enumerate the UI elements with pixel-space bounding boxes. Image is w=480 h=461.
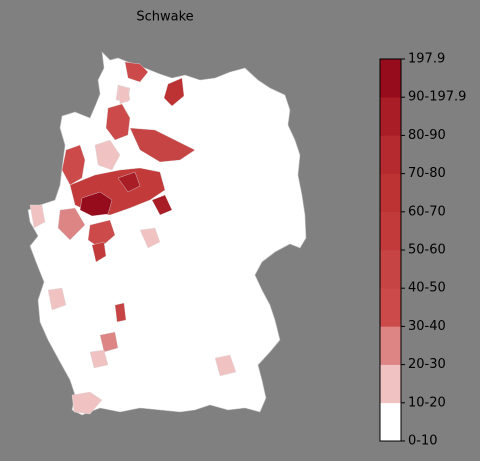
district xyxy=(214,354,237,377)
colorbar-segment xyxy=(380,211,401,251)
colorbar-segment xyxy=(380,326,401,365)
colorbar-label: 90-197.9 xyxy=(408,90,466,105)
colorbar-label: 60-70 xyxy=(408,204,446,219)
colorbar-label: 10-20 xyxy=(408,395,446,410)
colorbar-segment xyxy=(380,288,401,327)
colorbar-segment xyxy=(380,402,401,442)
colorbar-segment xyxy=(380,173,401,213)
district xyxy=(57,207,86,241)
district xyxy=(163,77,185,107)
country-outline xyxy=(27,51,307,416)
district xyxy=(151,194,173,216)
colorbar-segment xyxy=(380,364,401,404)
district xyxy=(94,139,121,171)
colorbar: 0-10 10-20 20-30 30-40 40-50 50-60 60-70 70-80 8… xyxy=(379,52,466,449)
map-title: Schwake xyxy=(136,10,193,25)
colorbar-label: 0-10 xyxy=(408,434,438,449)
colorbar-label: 40-50 xyxy=(408,281,446,296)
colorbar-label: 50-60 xyxy=(408,243,446,258)
district xyxy=(87,219,116,249)
colorbar-label: 20-30 xyxy=(408,357,446,372)
district xyxy=(61,144,86,186)
district xyxy=(99,331,119,353)
colorbar-label: 70-80 xyxy=(408,166,446,181)
district xyxy=(117,84,131,105)
colorbar-label: 197.9 xyxy=(408,52,445,67)
colorbar-segment xyxy=(380,250,401,289)
district xyxy=(47,287,67,311)
district xyxy=(124,61,149,83)
district xyxy=(139,227,161,249)
colorbar-segment xyxy=(380,59,401,98)
germany-map xyxy=(27,51,307,416)
district xyxy=(29,204,46,229)
colorbar-segment xyxy=(380,135,401,174)
district xyxy=(114,302,127,323)
district xyxy=(117,171,141,193)
district xyxy=(105,103,131,141)
district-shading xyxy=(29,61,237,415)
colorbar-segment xyxy=(380,97,401,136)
colorbar-label: 30-40 xyxy=(408,319,446,334)
district xyxy=(91,241,107,263)
district xyxy=(71,391,103,415)
colorbar-label: 80-90 xyxy=(408,128,446,143)
district xyxy=(79,191,113,217)
district xyxy=(129,127,196,163)
district xyxy=(89,349,109,369)
